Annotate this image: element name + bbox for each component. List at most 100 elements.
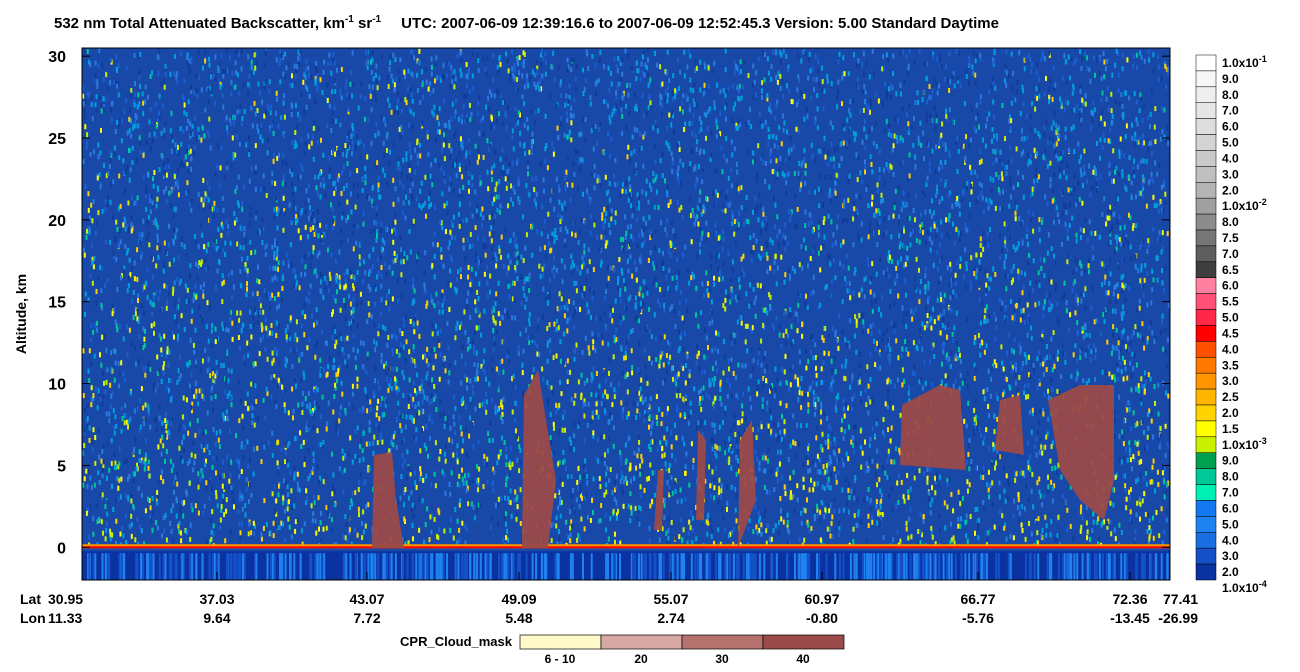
texture xyxy=(166,346,169,352)
texture xyxy=(609,467,612,472)
texture xyxy=(563,458,566,464)
texture xyxy=(269,530,272,536)
texture xyxy=(696,214,699,220)
texture xyxy=(408,377,411,383)
texture xyxy=(879,488,882,494)
texture xyxy=(814,402,817,407)
texture xyxy=(304,209,307,215)
texture xyxy=(494,301,497,307)
texture xyxy=(356,301,359,307)
texture xyxy=(893,133,896,139)
texture xyxy=(1133,537,1136,543)
texture xyxy=(1043,125,1046,131)
texture xyxy=(1146,434,1149,440)
texture xyxy=(752,159,754,165)
texture xyxy=(557,488,559,494)
texture xyxy=(351,319,353,325)
texture xyxy=(1038,378,1041,384)
texture xyxy=(679,393,682,399)
texture xyxy=(195,73,198,79)
texture xyxy=(152,202,155,208)
texture xyxy=(757,143,760,149)
texture xyxy=(328,355,331,361)
texture xyxy=(627,268,630,274)
texture xyxy=(605,482,608,488)
texture xyxy=(907,121,910,127)
texture xyxy=(656,189,658,195)
texture xyxy=(460,321,463,327)
texture xyxy=(1128,451,1131,457)
texture xyxy=(91,280,94,286)
texture xyxy=(333,326,336,332)
texture xyxy=(1108,371,1111,377)
texture xyxy=(854,131,857,137)
texture xyxy=(170,528,173,534)
texture xyxy=(246,255,249,261)
texture xyxy=(1070,56,1073,62)
texture xyxy=(481,222,483,228)
texture xyxy=(405,100,408,106)
texture xyxy=(88,92,90,98)
texture xyxy=(673,480,676,486)
texture xyxy=(616,181,619,187)
texture xyxy=(985,530,988,536)
texture xyxy=(797,381,800,387)
texture xyxy=(757,379,760,385)
texture xyxy=(276,250,279,256)
texture xyxy=(334,343,337,349)
texture xyxy=(284,459,286,465)
texture xyxy=(224,69,227,75)
texture xyxy=(110,182,113,188)
texture xyxy=(1112,178,1115,184)
texture xyxy=(378,385,381,391)
texture xyxy=(799,423,802,429)
texture xyxy=(1027,383,1030,388)
texture xyxy=(416,258,418,263)
texture xyxy=(155,290,157,296)
texture xyxy=(1056,533,1059,539)
texture xyxy=(880,192,883,198)
texture xyxy=(695,178,698,184)
texture xyxy=(335,278,338,284)
texture xyxy=(430,71,433,77)
texture xyxy=(270,104,273,110)
texture xyxy=(841,101,843,107)
texture xyxy=(224,240,227,246)
texture xyxy=(239,398,242,404)
texture xyxy=(1146,529,1149,534)
texture xyxy=(254,523,256,529)
texture xyxy=(354,490,357,496)
texture xyxy=(405,474,408,480)
texture xyxy=(114,349,117,355)
texture xyxy=(864,145,867,151)
texture xyxy=(332,149,334,155)
texture xyxy=(248,152,251,158)
texture xyxy=(829,120,832,126)
texture xyxy=(432,396,435,402)
texture xyxy=(1131,466,1134,472)
texture xyxy=(624,351,627,356)
texture xyxy=(246,391,249,397)
texture xyxy=(1004,136,1006,142)
texture xyxy=(677,371,680,377)
texture xyxy=(951,203,954,209)
texture xyxy=(459,220,462,226)
texture xyxy=(592,146,595,152)
texture xyxy=(760,531,763,537)
texture xyxy=(735,297,738,303)
texture xyxy=(663,452,666,458)
texture xyxy=(251,123,254,129)
texture xyxy=(935,81,938,87)
texture xyxy=(124,244,127,249)
texture xyxy=(735,125,738,131)
texture xyxy=(1137,268,1140,274)
texture xyxy=(1132,330,1135,336)
texture xyxy=(138,70,141,76)
texture xyxy=(91,256,94,262)
texture xyxy=(992,446,995,452)
texture xyxy=(668,342,671,348)
texture xyxy=(495,88,498,94)
texture xyxy=(848,280,851,286)
texture xyxy=(998,454,1001,460)
texture xyxy=(119,531,122,537)
